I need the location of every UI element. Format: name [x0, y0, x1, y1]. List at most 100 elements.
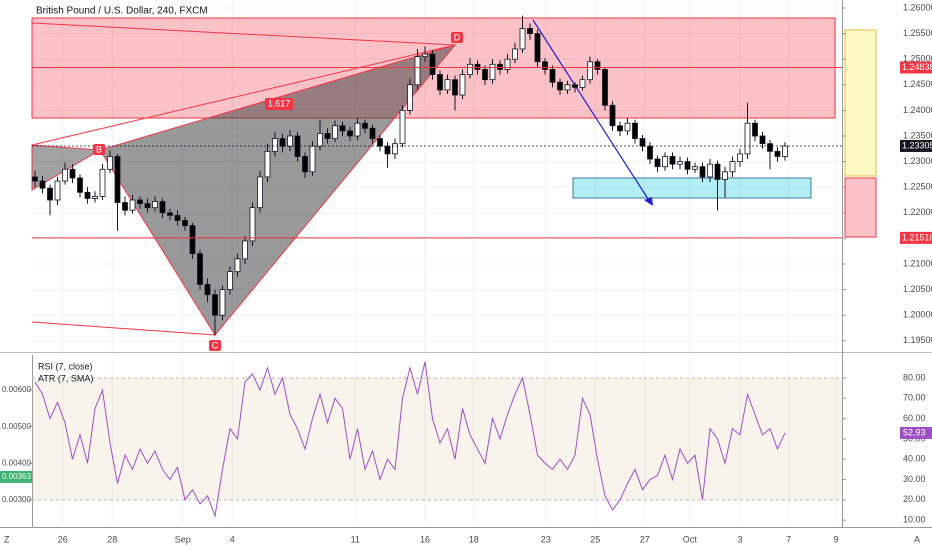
- risk-box: [844, 177, 877, 238]
- candle-body: [54, 180, 61, 201]
- pattern-bcd: [99, 44, 457, 336]
- candle-body: [527, 28, 533, 34]
- candle-body: [309, 145, 316, 173]
- candle-body: [557, 81, 563, 91]
- candle-body: [77, 177, 83, 193]
- corner-label: A: [914, 534, 920, 544]
- reward-box: [844, 29, 877, 177]
- candle-body: [782, 145, 788, 157]
- candle-body: [459, 74, 466, 96]
- candle-body: [437, 74, 443, 91]
- candle-body: [474, 63, 481, 70]
- candle-body: [332, 125, 338, 139]
- candle-body: [429, 53, 436, 75]
- label-bg: [451, 32, 463, 43]
- candle-body: [632, 122, 638, 139]
- label-bg: [209, 340, 221, 351]
- candle-body: [767, 143, 773, 152]
- x-tick-label: 25: [590, 534, 600, 544]
- candle-body: [62, 168, 68, 182]
- pattern-line: [31, 44, 456, 146]
- candle-body: [624, 122, 631, 132]
- indicator-title: RSI (7, close): [38, 361, 93, 371]
- pattern-line: [31, 321, 216, 336]
- candle-body: [684, 161, 691, 170]
- candle-body: [752, 122, 758, 137]
- candle-body: [594, 61, 601, 70]
- candle-body: [519, 28, 526, 50]
- candle-body: [219, 289, 226, 316]
- y2-tick-label: 0.00500: [2, 422, 31, 431]
- candle-body: [369, 127, 376, 139]
- y-tick-label: 20.00: [903, 494, 926, 504]
- y-tick-label: 1.24000: [903, 105, 932, 115]
- y-tick-label: 1.23500: [903, 130, 932, 140]
- candle-body: [99, 168, 106, 197]
- candle-body: [677, 161, 683, 165]
- price-marker: [900, 139, 932, 152]
- price-marker-label: 1.24838: [902, 62, 932, 72]
- candle-body: [467, 63, 473, 75]
- y-tick-label: 1.26000: [903, 2, 932, 12]
- candle-body: [564, 84, 571, 91]
- candle-body: [272, 138, 278, 152]
- candle-body: [174, 214, 181, 221]
- x-tick-label: 9: [833, 534, 838, 544]
- rsi-line: [34, 361, 786, 519]
- x-tick-label: 11: [351, 534, 360, 544]
- value-marker: [900, 426, 932, 439]
- candle-body: [227, 271, 233, 290]
- candle-body: [324, 133, 331, 139]
- value-marker-label: 52.93: [903, 427, 926, 437]
- candle-body: [602, 69, 608, 106]
- y-tick-label: 40.00: [903, 454, 926, 464]
- indicator-title: ATR (7, SMA): [38, 373, 93, 383]
- candle-body: [534, 33, 541, 63]
- candle-body: [399, 109, 406, 145]
- candle-body: [452, 79, 458, 96]
- y2-tick-label: 0.00600: [2, 385, 31, 394]
- x-tick-label: 23: [541, 534, 551, 544]
- candle-body: [302, 156, 308, 173]
- candle-body: [152, 201, 158, 209]
- candle-body: [339, 125, 346, 132]
- trend-arrow: [532, 19, 651, 203]
- candle-body: [212, 294, 218, 316]
- candle-body: [362, 122, 368, 129]
- candle-body: [392, 143, 398, 155]
- candle-body: [422, 53, 428, 58]
- candle-body: [579, 79, 586, 88]
- chart-title: British Pound / U.S. Dollar, 240, FXCM: [36, 6, 208, 17]
- candle-body: [264, 150, 271, 178]
- y-tick-label: 1.22000: [903, 207, 932, 217]
- ratio-label: 1.617: [268, 98, 291, 108]
- pattern-label: C: [212, 340, 219, 350]
- candle-body: [482, 69, 488, 81]
- rsi-pane: [32, 361, 842, 519]
- price-marker: [900, 231, 932, 244]
- candle-body: [729, 161, 736, 173]
- y-tick-label: 60.00: [903, 413, 926, 423]
- candle-body: [347, 130, 353, 137]
- candle-body: [114, 156, 121, 203]
- candle-body: [774, 150, 781, 157]
- candle-body: [234, 258, 241, 273]
- target-zone: [572, 177, 812, 199]
- candle-body: [737, 153, 743, 162]
- candle-body: [512, 48, 518, 60]
- y-tick-label: 1.24500: [903, 79, 932, 89]
- atr-marker: [0, 470, 32, 483]
- y-tick-label: 30.00: [903, 474, 926, 484]
- y-tick-label: 1.25000: [903, 54, 932, 64]
- x-tick-label: 28: [107, 534, 117, 544]
- y-tick-label: 10.00: [903, 515, 926, 525]
- price-marker: [900, 61, 932, 74]
- candle-body: [707, 163, 713, 178]
- candle-body: [699, 166, 706, 178]
- rsi-band: [32, 377, 842, 500]
- candle-body: [354, 122, 361, 137]
- candle-body: [107, 156, 113, 170]
- candle-body: [287, 135, 293, 147]
